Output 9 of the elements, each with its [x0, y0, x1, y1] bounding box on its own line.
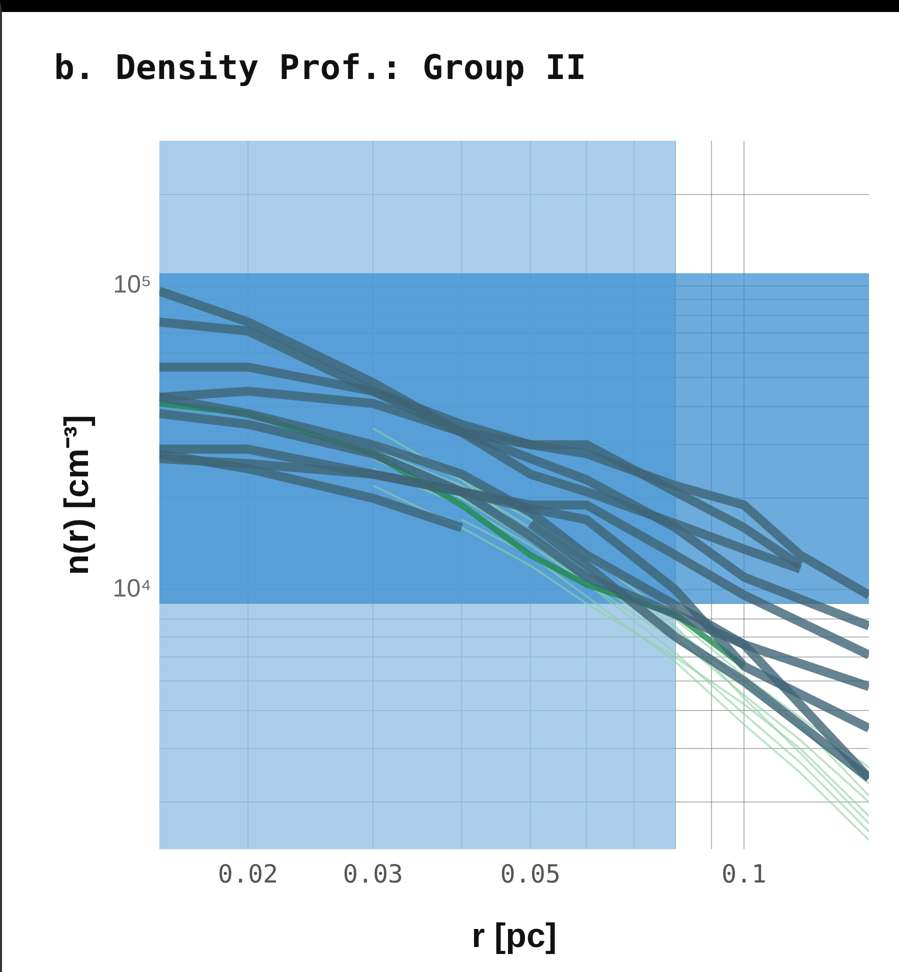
x-tick-label: 0.02 — [218, 860, 278, 889]
x-tick-label: 0.1 — [721, 860, 767, 889]
chart-title: b. Density Prof.: Group II — [54, 48, 586, 88]
x-tick-label: 0.05 — [500, 860, 561, 889]
y-tick-label: 10⁴ — [112, 574, 152, 603]
y-axis-title: n(r) [cm⁻³] — [58, 414, 96, 576]
x-tick-label: 0.03 — [342, 860, 404, 889]
x-axis-title: r [pc] — [472, 916, 557, 955]
y-tick-label: 10⁵ — [113, 270, 152, 299]
